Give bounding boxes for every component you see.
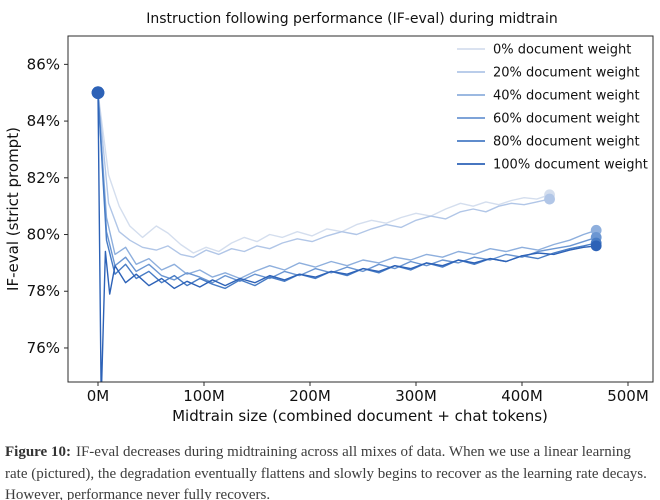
y-tick-label: 84% (27, 112, 60, 130)
series-start-marker (91, 86, 105, 100)
figure-caption: Figure 10: IF-eval decreases during midtr… (5, 442, 653, 500)
x-tick-label: 400M (501, 387, 543, 405)
x-tick-label: 500M (607, 387, 649, 405)
y-tick-label: 86% (27, 55, 60, 73)
figure-caption-label: Figure 10: (5, 444, 71, 460)
line-chart: Instruction following performance (IF-ev… (4, 11, 654, 425)
legend-entry-label: 60% document weight (493, 112, 640, 127)
y-tick-label: 80% (27, 226, 60, 244)
y-tick-label: 78% (27, 282, 60, 300)
x-axis-label: Midtrain size (combined document + chat … (172, 407, 548, 425)
legend-entry-label: 20% document weight (493, 66, 640, 81)
series-line (97, 92, 550, 254)
legend-entry-label: 100% document weight (493, 158, 648, 173)
x-tick-label: 300M (395, 387, 437, 405)
chart-title: Instruction following performance (IF-ev… (146, 11, 557, 27)
plot-area: 0M 100M 200M 300M 400M 500M 76% 78% 80% 82% 84% 86% (27, 35, 654, 405)
x-tick-label: 200M (289, 387, 331, 405)
y-tick-label: 82% (27, 169, 60, 187)
x-tick-label: 0M (87, 387, 110, 405)
x-tick-label: 100M (183, 387, 225, 405)
y-axis-label: IF-eval (strict prompt) (4, 127, 22, 291)
legend-entry-label: 80% document weight (493, 135, 640, 150)
legend-entry-label: 0% document weight (493, 43, 631, 58)
series-line (97, 92, 597, 382)
legend-entry-label: 40% document weight (493, 89, 640, 104)
series-line (97, 92, 597, 284)
series-line (97, 92, 597, 280)
series-end-marker (544, 193, 555, 205)
series-line (97, 92, 550, 258)
figure-caption-text: IF-eval decreases during midtraining acr… (5, 444, 647, 500)
chart-legend: 0% document weight 20% document weight 40%… (457, 43, 648, 173)
plot-border (67, 35, 654, 383)
y-tick-label: 76% (27, 339, 60, 357)
series-end-marker (590, 240, 602, 252)
